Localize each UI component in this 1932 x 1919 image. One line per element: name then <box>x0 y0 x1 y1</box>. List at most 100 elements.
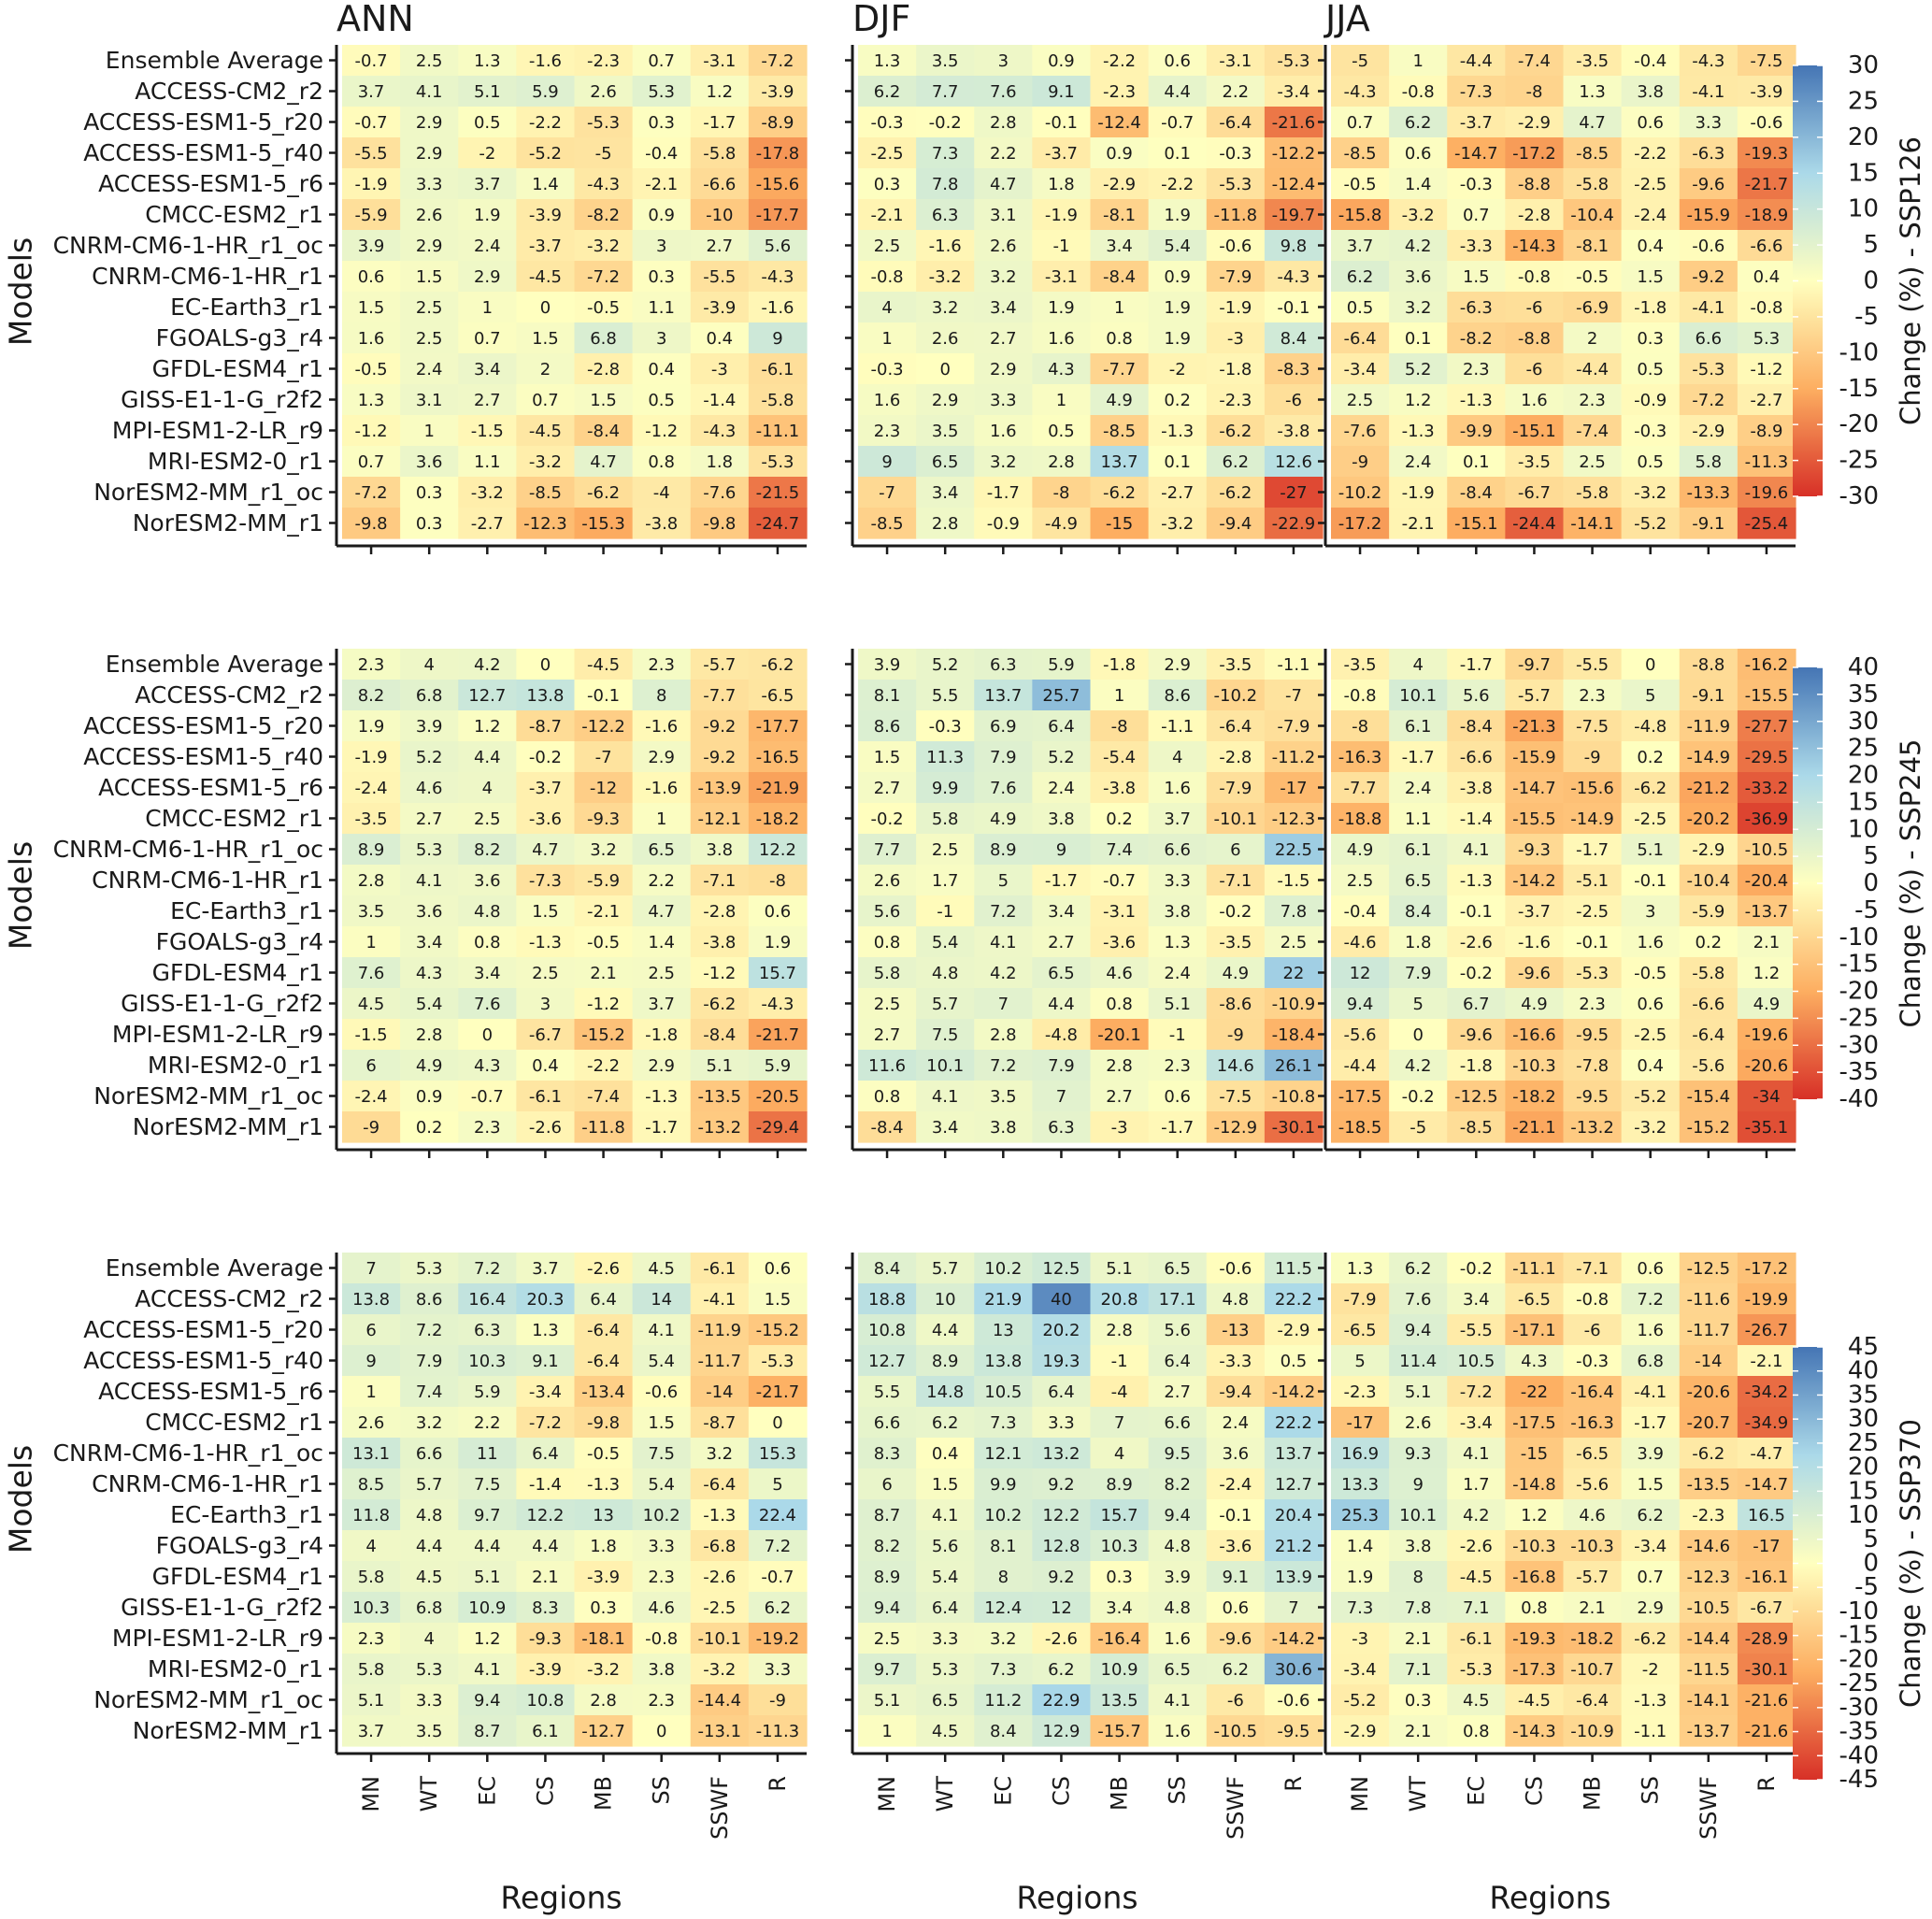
cell-value-label: 13.9 <box>1275 1568 1312 1587</box>
cell-value-label: 8.6 <box>874 717 901 737</box>
cell-value-label: 4.1 <box>932 1506 959 1525</box>
cell-value-label: 4.6 <box>648 1598 675 1618</box>
heatmap-cell <box>342 508 401 539</box>
heatmap-cell <box>1264 415 1324 447</box>
cell-value-label: 3.6 <box>1222 1444 1249 1464</box>
heatmap-cell <box>458 1592 517 1624</box>
heatmap-cell <box>1389 76 1448 107</box>
heatmap-cell <box>1206 772 1266 804</box>
cell-value-label: 1 <box>423 422 434 441</box>
cell-value-label: -15.9 <box>1687 206 1731 225</box>
cell-value-label: 1.9 <box>765 933 792 952</box>
cell-value-label: -2.9 <box>1103 175 1136 194</box>
cell-value-label: 0.6 <box>1637 995 1664 1014</box>
heatmap-cell <box>690 199 750 231</box>
heatmap-cell <box>458 1715 517 1747</box>
legend-tick-label: -15 <box>1839 375 1879 403</box>
heatmap-cell <box>1148 1530 1208 1562</box>
heatmap-cell <box>1563 741 1623 773</box>
cell-value-label: -13.3 <box>1687 483 1731 503</box>
heatmap-cell <box>1032 1438 1092 1469</box>
heatmap-cell <box>574 1081 634 1112</box>
cell-value-label: 4.1 <box>416 871 443 891</box>
cell-value-label: 3.7 <box>474 175 501 194</box>
heatmap-cell <box>1737 384 1796 416</box>
heatmap-cell <box>516 230 576 262</box>
heatmap-cell <box>1331 1050 1390 1081</box>
heatmap-cell <box>1148 772 1208 804</box>
cell-value-label: 6.2 <box>1637 1506 1664 1525</box>
model-label: MRI-ESM2-0_r1 <box>148 1655 323 1683</box>
cell-value-label: 5.1 <box>474 1568 501 1587</box>
heatmap-cell <box>1206 1684 1266 1716</box>
heatmap-cell <box>1621 710 1681 742</box>
heatmap-cell <box>1206 384 1266 416</box>
legend-tick-label: -30 <box>1839 1031 1879 1059</box>
heatmap-cell <box>1148 1283 1208 1315</box>
heatmap-cell <box>400 1654 459 1685</box>
cell-value-label: 7.5 <box>648 1444 675 1464</box>
cell-value-label: -4.5 <box>1460 1568 1493 1587</box>
cell-value-label: 3.7 <box>358 1722 385 1741</box>
cell-value-label: 5.8 <box>874 964 901 983</box>
heatmap-cell <box>458 1438 517 1469</box>
heatmap-cell <box>916 1684 975 1716</box>
cell-value-label: 6.2 <box>874 82 901 102</box>
cell-value-label: 10.9 <box>1101 1660 1138 1680</box>
heatmap-cell <box>1447 415 1506 447</box>
heatmap-cell <box>1032 107 1092 138</box>
cell-value-label: 6.2 <box>1405 113 1432 133</box>
cell-value-label: 0.2 <box>416 1118 443 1138</box>
heatmap-cell <box>1389 137 1448 169</box>
cell-value-label: 5.7 <box>932 995 959 1014</box>
heatmap-cell <box>1206 1499 1266 1531</box>
cell-value-label: 0 <box>540 298 551 318</box>
cell-value-label: -17 <box>1346 1413 1373 1433</box>
cell-value-label: 9 <box>365 1352 376 1371</box>
heatmap-cell <box>1032 865 1092 896</box>
heatmap-cell <box>690 865 750 896</box>
cell-value-label: -7.7 <box>703 686 736 706</box>
heatmap-cell <box>1206 865 1266 896</box>
cell-value-label: -2.8 <box>587 360 620 380</box>
heatmap-cell <box>516 988 576 1020</box>
model-label: CMCC-ESM2_r1 <box>145 1409 323 1436</box>
heatmap-cell <box>516 1345 576 1377</box>
cell-value-label: -0.7 <box>761 1568 794 1587</box>
cell-value-label: -7.3 <box>1460 82 1493 102</box>
heatmap-cell <box>916 834 975 866</box>
heatmap-cell <box>1206 1561 1266 1593</box>
heatmap-cell <box>1090 199 1150 231</box>
heatmap-cell <box>1389 353 1448 385</box>
panel-title: DJF <box>852 0 910 39</box>
heatmap-cell <box>1621 865 1681 896</box>
cell-value-label: 5.4 <box>416 995 443 1014</box>
legend-tick-label: -15 <box>1839 951 1879 979</box>
heatmap-cell <box>748 199 808 231</box>
heatmap-cell <box>1563 1050 1623 1081</box>
cell-value-label: 4.8 <box>932 964 959 983</box>
cell-value-label: 5.9 <box>474 1382 501 1402</box>
heatmap-cell <box>458 1499 517 1531</box>
heatmap-cell <box>632 107 692 138</box>
heatmap-cell <box>1679 107 1739 138</box>
heatmap-panel: 2.3 4 4.2 0 -4.5 2.3 -5.7 -6.28.2 6.8 12.7 13.8 -0.… <box>329 649 808 1158</box>
heatmap-cell <box>1264 322 1324 354</box>
cell-value-label: 2.7 <box>1048 933 1075 952</box>
cell-value-label: 20.2 <box>1042 1321 1080 1340</box>
cell-value-label: 8.2 <box>358 686 385 706</box>
heatmap-cell <box>1447 741 1506 773</box>
heatmap-cell <box>1090 1407 1150 1439</box>
heatmap-cell <box>690 834 750 866</box>
cell-value-label: 0.1 <box>1463 452 1490 472</box>
heatmap-cell <box>1148 680 1208 711</box>
legend-tick-label: -5 <box>1854 303 1879 331</box>
heatmap-cell <box>748 1314 808 1346</box>
heatmap-cell <box>458 1623 517 1654</box>
heatmap-cell <box>1331 1499 1390 1531</box>
legend-tick-label: 25 <box>1848 87 1879 115</box>
heatmap-cell <box>1389 1715 1448 1747</box>
cell-value-label: -8.4 <box>1460 483 1493 503</box>
heatmap-cell <box>1090 1623 1150 1654</box>
cell-value-label: 8.9 <box>358 840 385 860</box>
